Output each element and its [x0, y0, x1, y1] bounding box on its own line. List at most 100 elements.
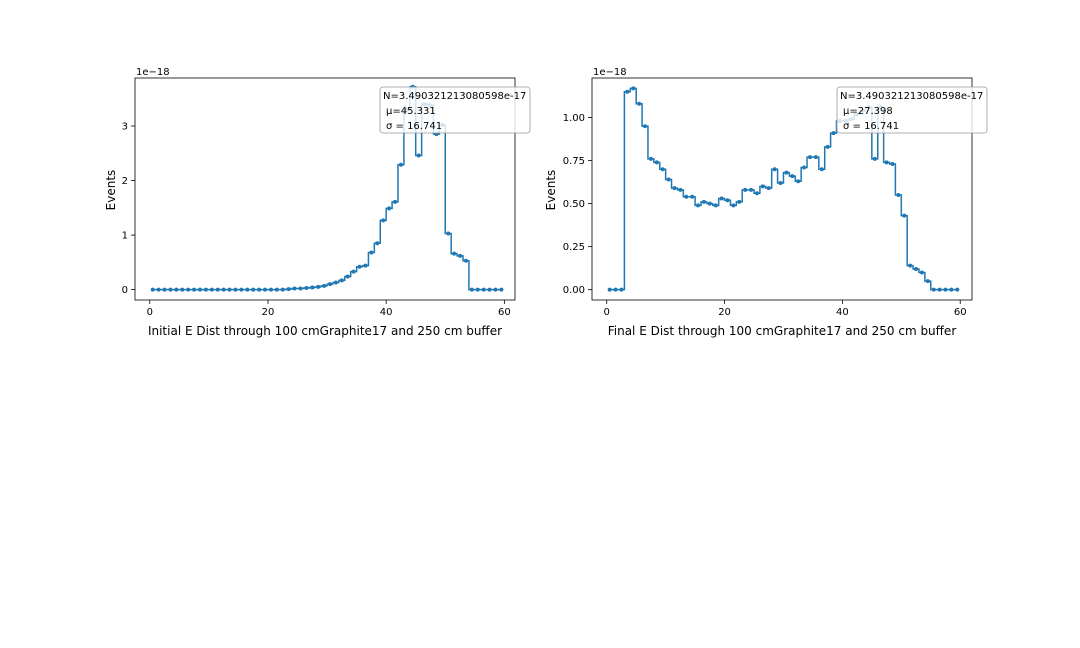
data-point: [813, 155, 818, 160]
data-point: [369, 250, 374, 255]
data-point: [760, 184, 765, 189]
data-point: [381, 218, 386, 223]
y-offset-label: 1e−18: [593, 67, 627, 78]
data-point: [416, 153, 421, 158]
data-point: [825, 144, 830, 149]
data-point: [251, 287, 256, 292]
data-point: [174, 287, 179, 292]
data-point: [807, 155, 812, 160]
data-point: [831, 131, 836, 136]
data-point: [619, 287, 624, 292]
data-point: [896, 193, 901, 198]
stats-mu: μ=45.331: [386, 106, 436, 117]
data-point: [192, 287, 197, 292]
y-tick-label: 1.00: [563, 113, 585, 124]
data-point: [914, 267, 919, 272]
x-tick-label: 0: [604, 307, 610, 318]
data-point: [209, 287, 214, 292]
data-point: [286, 287, 291, 292]
y-axis-label: Events: [544, 170, 558, 211]
stats-legend: [836, 86, 988, 134]
chart-panel-final: 1e−18 Events Final E Dist through 100 cm…: [544, 67, 988, 338]
data-point: [263, 287, 268, 292]
data-point: [245, 287, 250, 292]
data-point: [802, 165, 807, 170]
data-point: [919, 270, 924, 275]
data-point: [198, 287, 203, 292]
data-point: [316, 284, 321, 289]
data-point: [274, 287, 279, 292]
data-point: [884, 160, 889, 165]
stats-sigma: σ = 16.741: [843, 121, 899, 132]
data-point: [778, 180, 783, 185]
data-point: [949, 287, 954, 292]
data-point: [487, 287, 492, 292]
data-point: [375, 241, 380, 246]
data-point: [648, 156, 653, 161]
data-point: [239, 287, 244, 292]
data-point: [784, 170, 789, 175]
x-tick-label: 40: [380, 307, 393, 318]
data-point: [310, 285, 315, 290]
chart-panel-initial: 1e−18 Events Initial E Dist through 100 …: [104, 67, 531, 338]
data-point: [678, 187, 683, 192]
data-point: [754, 191, 759, 196]
data-point: [203, 287, 208, 292]
stats-n: N=3.490321213080598e-17: [383, 91, 526, 102]
stats-sigma: σ = 16.741: [386, 121, 442, 132]
data-point: [328, 282, 333, 287]
y-tick-label: 0.25: [563, 242, 585, 253]
data-point: [345, 274, 350, 279]
data-point: [696, 203, 701, 208]
data-point: [292, 286, 297, 291]
data-point: [902, 213, 907, 218]
data-point: [654, 160, 659, 165]
y-tick-label: 0: [122, 285, 128, 296]
data-point: [613, 287, 618, 292]
data-point: [257, 287, 262, 292]
data-point: [304, 286, 309, 290]
data-point: [475, 287, 480, 292]
data-point: [452, 251, 457, 256]
data-point: [227, 287, 232, 292]
data-point: [672, 186, 677, 191]
x-axis-label: Initial E Dist through 100 cmGraphite17 …: [148, 324, 502, 338]
data-point: [156, 287, 161, 292]
data-point: [725, 198, 730, 203]
data-point: [493, 287, 498, 292]
stats-legend: [379, 86, 531, 134]
data-point: [731, 203, 736, 208]
data-point: [268, 287, 273, 292]
stats-mu: μ=27.398: [843, 106, 893, 117]
data-point: [943, 287, 948, 292]
data-point: [298, 286, 303, 291]
plot-frame: [134, 77, 516, 301]
x-tick-label: 60: [498, 307, 511, 318]
data-point: [625, 89, 630, 94]
data-point: [607, 287, 612, 292]
y-tick-label: 0.50: [563, 199, 585, 210]
data-point: [925, 279, 930, 284]
data-point: [221, 287, 226, 292]
data-point: [684, 194, 689, 199]
y-tick-label: 0.00: [563, 285, 585, 296]
plot-frame: [591, 77, 973, 301]
data-point: [180, 287, 185, 292]
data-point: [955, 287, 960, 292]
data-point: [280, 287, 285, 292]
data-point: [215, 287, 220, 292]
data-point: [351, 269, 356, 274]
data-point: [931, 287, 936, 292]
data-point: [890, 162, 895, 167]
data-point: [162, 287, 167, 292]
x-tick-label: 40: [836, 307, 849, 318]
data-point: [463, 258, 468, 263]
x-tick-label: 0: [147, 307, 153, 318]
data-point: [643, 124, 648, 129]
y-tick-label: 3: [122, 122, 128, 133]
stats-n: N=3.490321213080598e-17: [840, 91, 983, 102]
data-point: [637, 101, 642, 106]
y-tick-label: 1: [122, 231, 128, 242]
data-point: [819, 167, 824, 172]
